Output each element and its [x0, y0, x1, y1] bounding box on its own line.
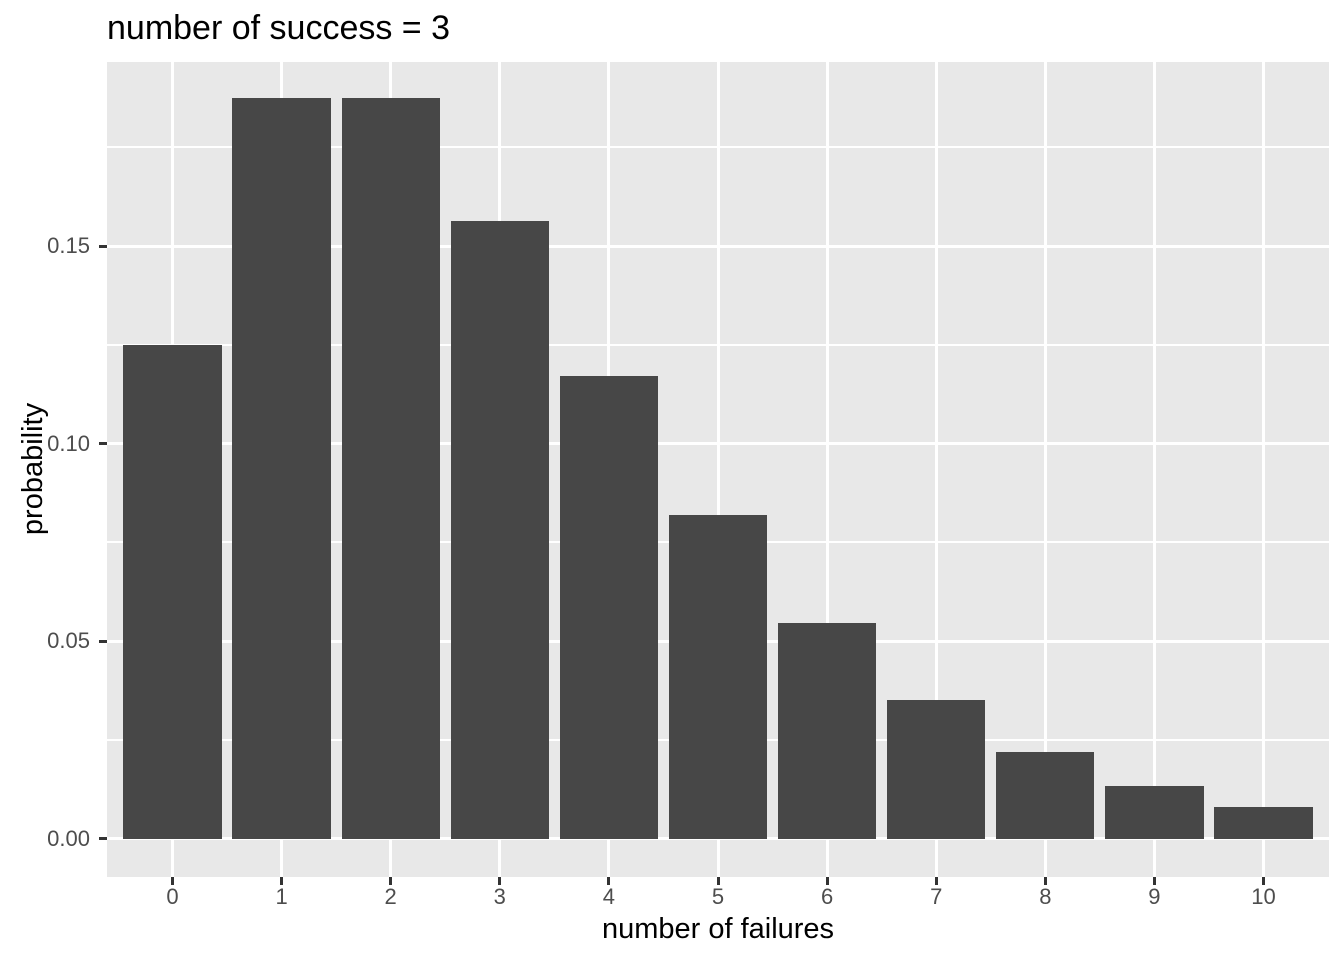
y-tick-label: 0.15 [47, 233, 90, 259]
y-tick-mark [99, 442, 107, 446]
x-tick-label: 9 [1148, 884, 1161, 909]
y-axis-title: probability [17, 402, 49, 536]
x-major-gridline [1152, 62, 1156, 877]
x-axis-title: number of failures [601, 913, 835, 945]
x-major-gridline [934, 62, 938, 877]
x-tick-mark [934, 877, 938, 885]
bar-x10 [1214, 806, 1313, 839]
x-tick-label: 7 [930, 884, 943, 909]
x-tick-mark [170, 877, 174, 885]
x-tick-label: 3 [493, 884, 506, 909]
x-major-gridline [716, 62, 720, 877]
x-tick-mark [825, 877, 829, 885]
bar-x9 [1105, 785, 1204, 839]
bar-x1 [232, 97, 331, 839]
x-tick-mark [498, 877, 502, 885]
bar-x5 [668, 514, 768, 839]
x-tick-label: 6 [820, 884, 834, 909]
y-tick-mark [99, 244, 107, 248]
x-tick-mark [716, 877, 720, 885]
x-tick-label: 0 [166, 884, 179, 909]
y-tick-mark [99, 639, 107, 643]
y-tick-mark [99, 837, 107, 841]
x-tick-mark [280, 877, 284, 885]
x-tick-label: 1 [275, 884, 288, 909]
y-tick-label: 0.10 [47, 430, 90, 456]
x-tick-label: 2 [384, 884, 397, 909]
x-tick-mark [1152, 877, 1156, 885]
x-tick-mark [389, 877, 393, 885]
plot-title: number of success = 3 [107, 9, 451, 47]
x-tick-label: 8 [1039, 884, 1052, 909]
bar-x8 [996, 751, 1095, 839]
x-major-gridline [1262, 62, 1266, 877]
bar-x0 [123, 344, 222, 839]
x-tick-mark [607, 877, 611, 885]
x-tick-label: 4 [602, 884, 616, 909]
bar-x4 [559, 375, 658, 839]
bar-x7 [887, 699, 986, 839]
x-tick-label: 5 [711, 884, 725, 909]
bar-x3 [450, 221, 549, 839]
y-tick-label: 0.05 [47, 628, 90, 654]
bar-x2 [341, 97, 440, 839]
bar-x6 [778, 622, 877, 839]
plot-panel [107, 62, 1329, 877]
x-major-gridline [1043, 62, 1047, 877]
x-tick-label: 10 [1251, 884, 1276, 909]
x-tick-mark [1043, 877, 1047, 885]
x-major-gridline [825, 62, 829, 877]
x-tick-mark [1262, 877, 1266, 885]
y-tick-label: 0.00 [47, 825, 90, 851]
